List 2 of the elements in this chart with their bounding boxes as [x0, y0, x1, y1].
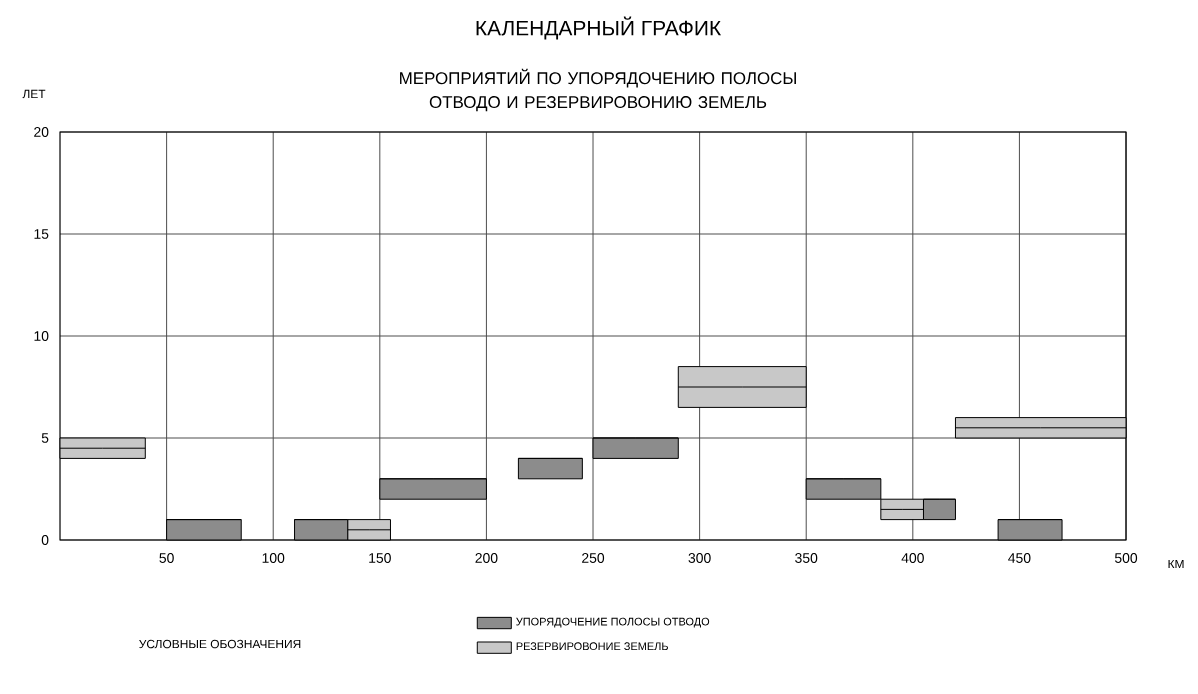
chart-subtitle: МЕРОПРИЯТИЙ ПО УПОРЯДОЧЕНИЮ ПОЛОСЫ ОТВОДО И РЕЗЕРВИРОВОНИЮ ЗЕМЕЛЬ: [400, 68, 796, 112]
chart-title: КАЛЕНДАРНЫЙ ГРАФИК: [476, 16, 722, 40]
